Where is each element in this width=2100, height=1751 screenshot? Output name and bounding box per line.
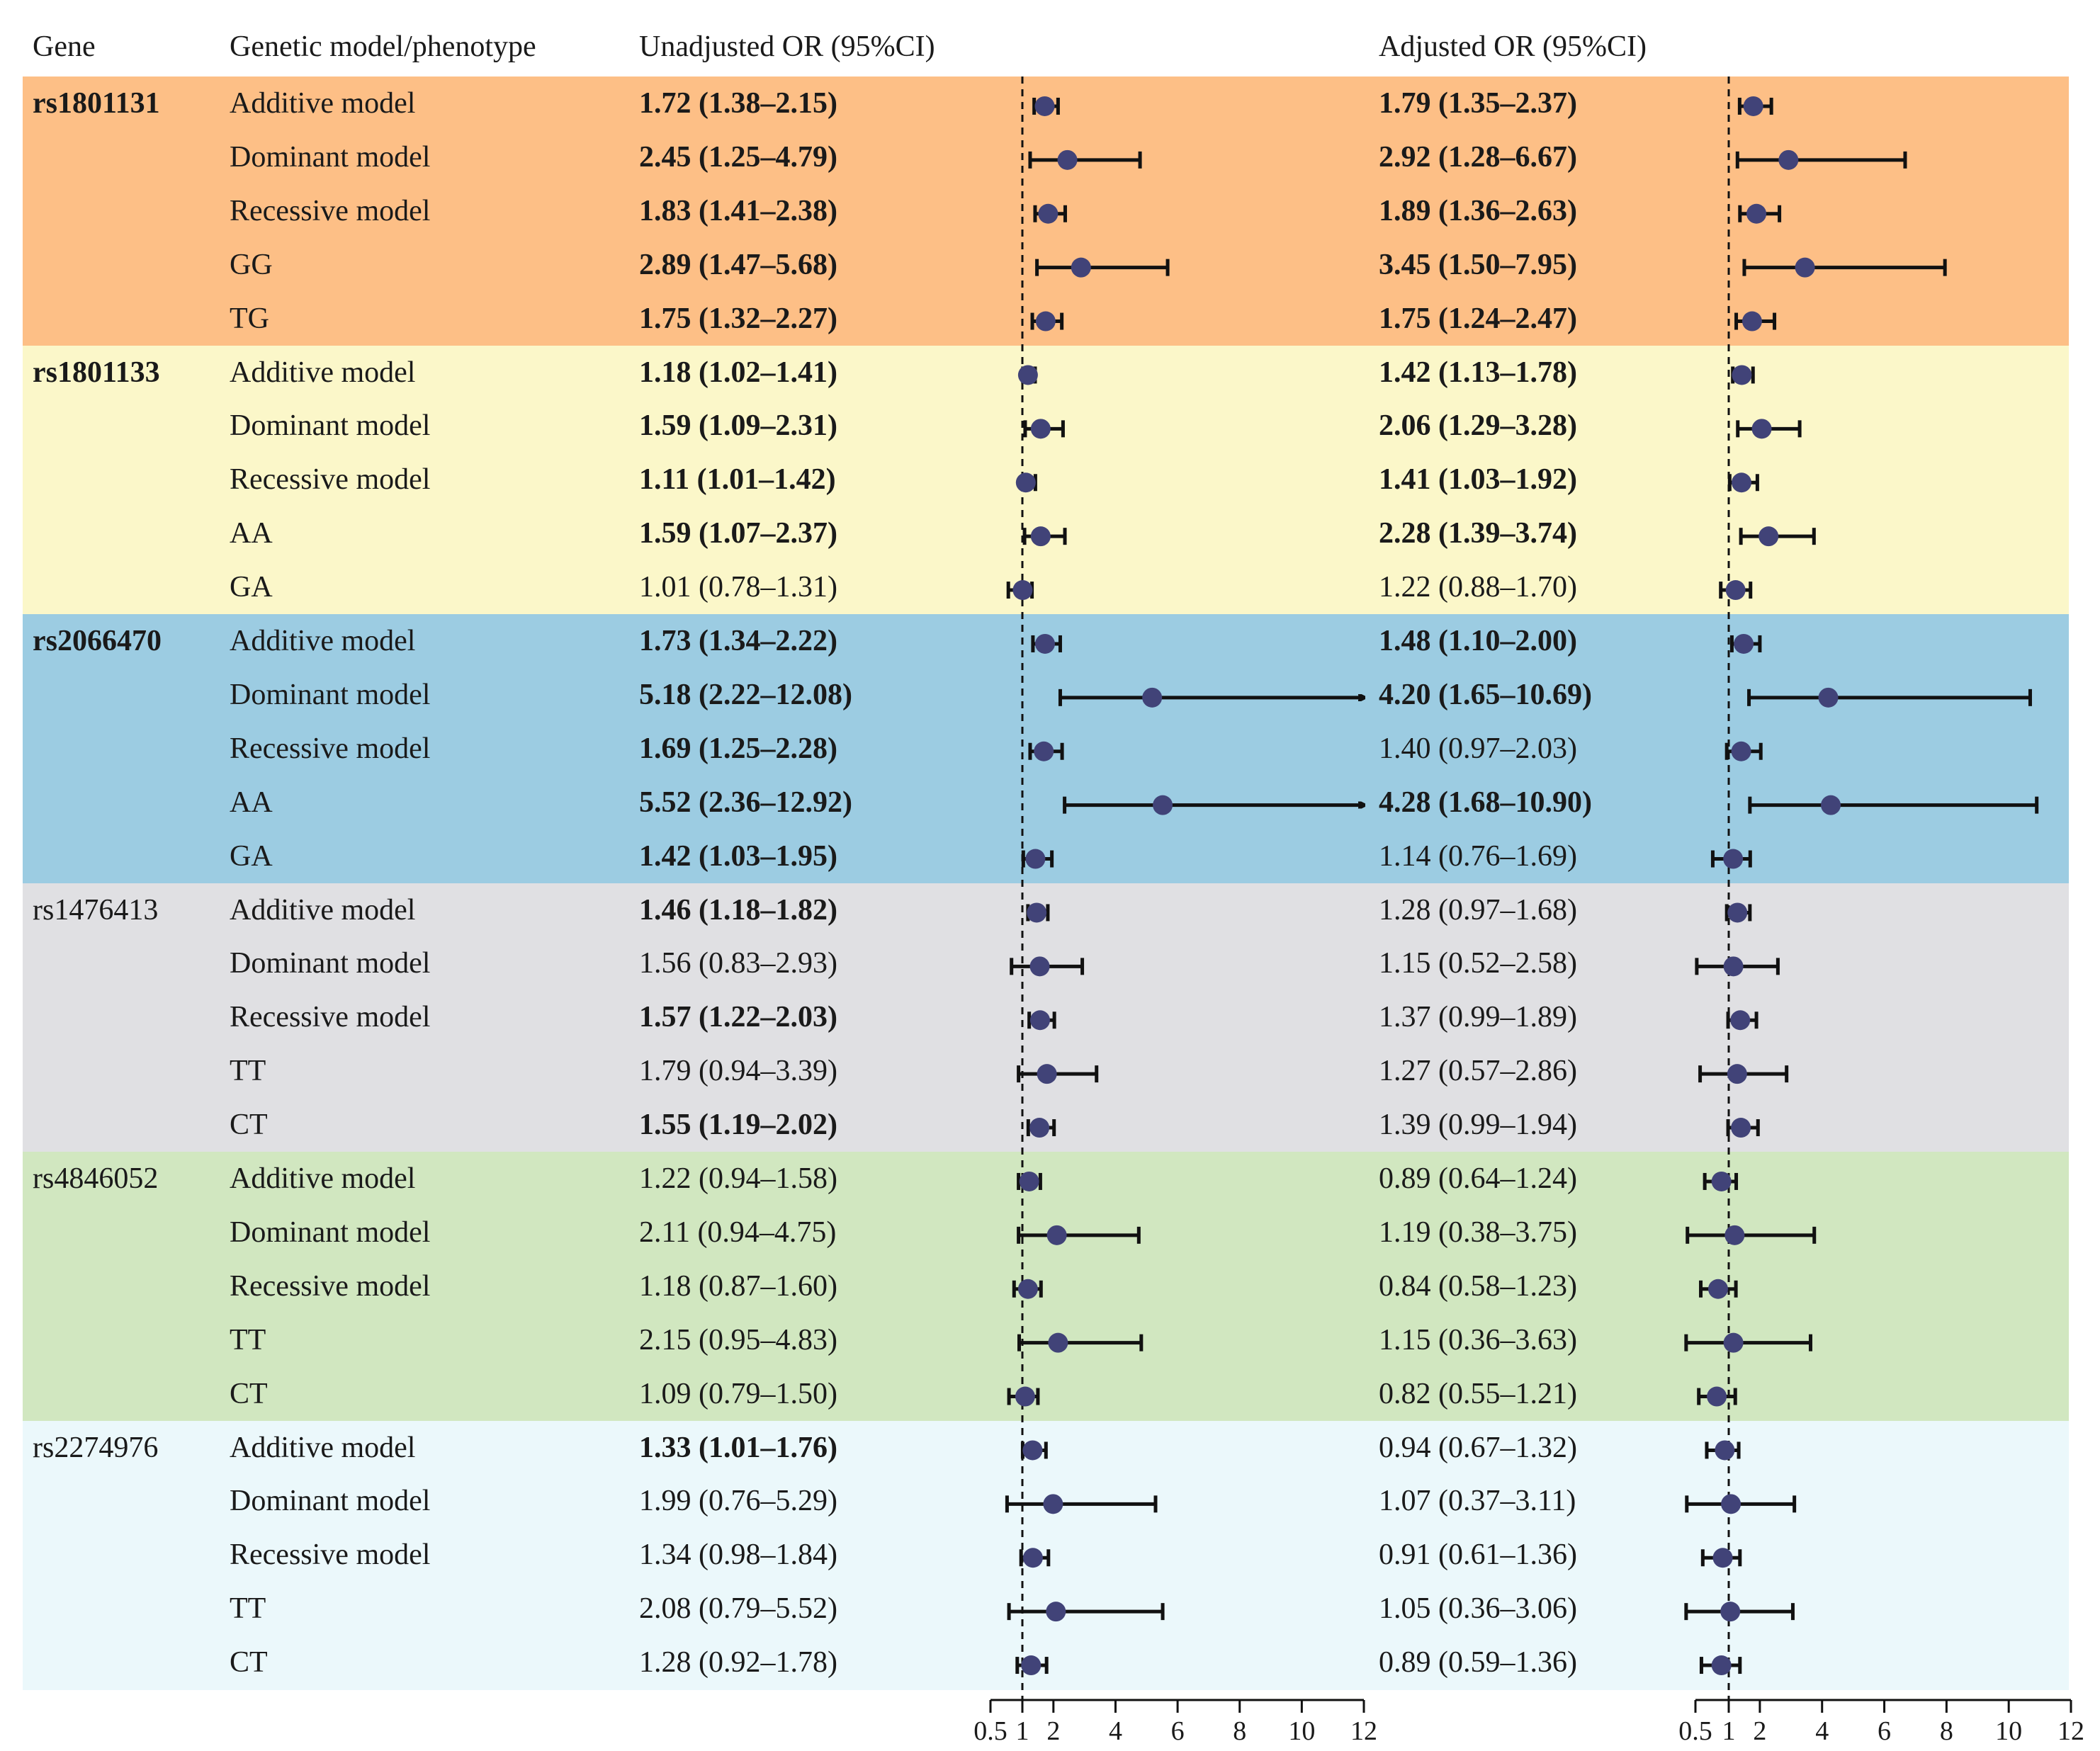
or-point (1030, 956, 1050, 976)
or-point (1037, 1064, 1057, 1084)
x-axis-tick-label: 4 (1815, 1716, 1829, 1746)
x-axis-tick-label: 8 (1940, 1716, 1953, 1746)
or-point (1713, 1548, 1733, 1568)
or-point (1724, 956, 1744, 976)
or-point (1732, 365, 1751, 385)
x-axis-tick-label: 6 (1878, 1716, 1891, 1746)
or-point (1732, 742, 1751, 761)
or-point (1724, 1333, 1744, 1353)
or-point (1707, 1387, 1727, 1407)
or-point (1720, 1602, 1740, 1621)
or-point (1027, 902, 1046, 922)
or-point (1020, 1172, 1039, 1191)
or-point (1715, 1440, 1734, 1460)
or-point (1047, 1225, 1067, 1245)
x-axis-tick-label: 1 (1722, 1716, 1736, 1746)
or-point (1031, 419, 1051, 438)
or-point (1036, 312, 1056, 332)
or-point (1730, 1010, 1750, 1030)
or-point (1025, 849, 1045, 869)
or-point (1034, 742, 1054, 761)
or-point (1744, 96, 1763, 116)
x-axis-tick-label: 6 (1171, 1716, 1185, 1746)
x-axis-tick-label: 12 (1350, 1716, 1377, 1746)
or-point (1018, 1279, 1038, 1299)
or-point (1012, 580, 1032, 600)
or-point (1821, 795, 1841, 815)
or-point (1727, 1064, 1747, 1084)
or-point (1058, 150, 1078, 170)
or-point (1732, 472, 1751, 492)
x-axis-tick-label: 2 (1046, 1716, 1060, 1746)
or-point (1035, 96, 1055, 116)
x-axis-tick-label: 0.5 (1678, 1716, 1712, 1746)
forest-plot-figure: Gene Genetic model/phenotype Unadjusted … (0, 0, 2100, 1751)
or-point (1016, 472, 1036, 492)
or-point (1724, 1225, 1744, 1245)
x-axis-tick-label: 1 (1016, 1716, 1029, 1746)
or-point (1746, 204, 1766, 224)
or-point (1043, 1494, 1063, 1514)
or-point (1708, 1279, 1728, 1299)
x-axis-tick-label: 10 (1288, 1716, 1315, 1746)
or-point (1752, 419, 1772, 438)
or-point (1029, 1118, 1049, 1138)
or-point (1022, 1440, 1042, 1460)
or-point (1734, 634, 1754, 654)
or-point (1021, 1655, 1041, 1675)
or-point (1046, 1602, 1066, 1621)
or-point (1015, 1387, 1035, 1407)
or-point (1731, 1118, 1751, 1138)
or-point (1031, 526, 1051, 546)
or-point (1023, 1548, 1043, 1568)
or-point (1819, 688, 1839, 708)
x-axis-tick-label: 2 (1753, 1716, 1766, 1746)
or-point (1778, 150, 1798, 170)
or-point (1038, 204, 1058, 224)
or-point (1030, 1010, 1050, 1030)
or-point (1795, 258, 1815, 278)
or-point (1723, 849, 1743, 869)
x-axis-tick-label: 4 (1109, 1716, 1122, 1746)
or-point (1759, 526, 1778, 546)
x-axis-tick-label: 10 (1995, 1716, 2022, 1746)
x-axis-tick-label: 8 (1233, 1716, 1246, 1746)
or-point (1721, 1494, 1741, 1514)
or-point (1742, 312, 1762, 332)
or-point (1712, 1655, 1732, 1675)
x-axis-tick-label: 12 (2057, 1716, 2084, 1746)
or-point (1018, 365, 1038, 385)
forest-plot-svg: 0.5 1 2 4 6 8 10 12 0.5 1 2 4 6 8 10 12 (0, 0, 2100, 1751)
or-point (1726, 580, 1746, 600)
or-point (1142, 688, 1162, 708)
or-point (1712, 1172, 1732, 1191)
or-point (1035, 634, 1055, 654)
or-point (1048, 1333, 1068, 1353)
or-point (1071, 258, 1091, 278)
or-point (1727, 902, 1747, 922)
or-point (1153, 795, 1173, 815)
x-axis-tick-label: 0.5 (973, 1716, 1007, 1746)
